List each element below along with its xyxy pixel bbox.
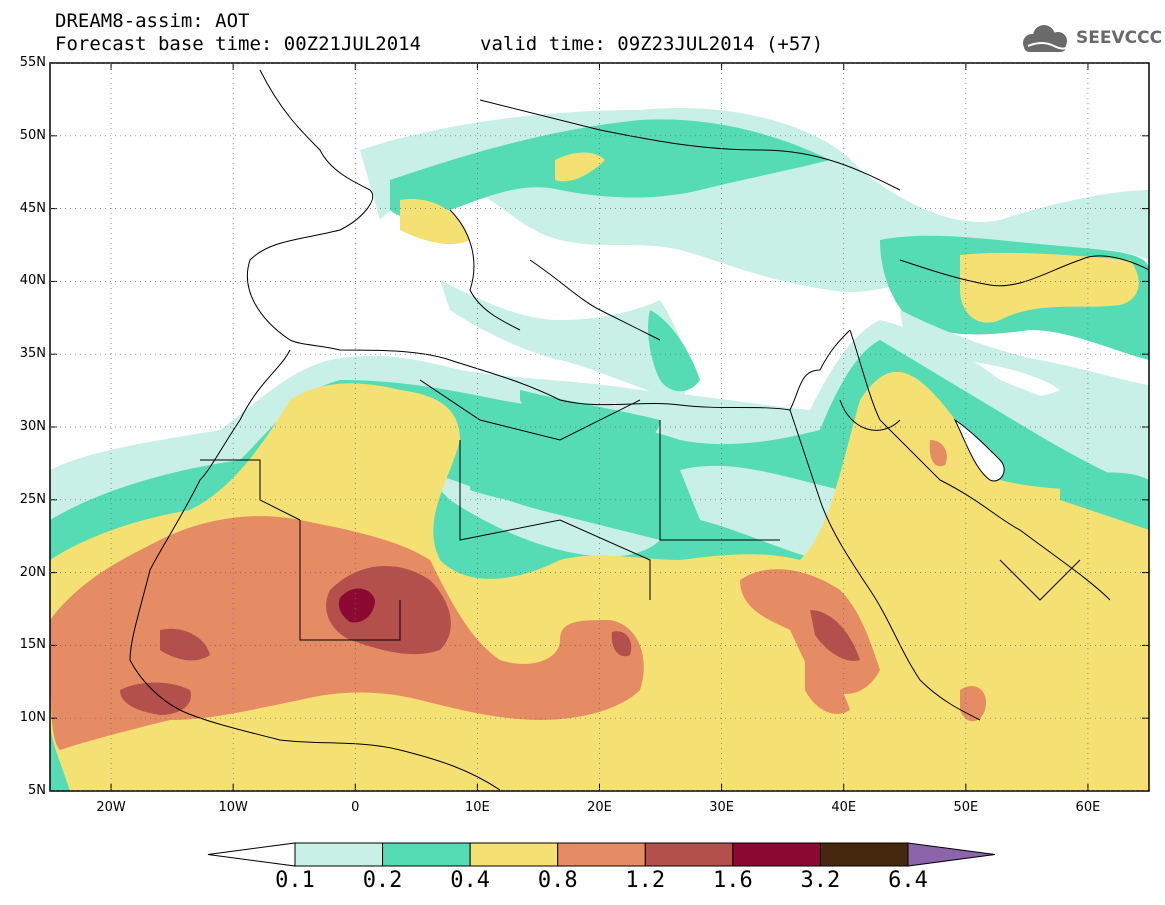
- colorbar-segment: [819, 842, 909, 867]
- lat-label: 30N: [19, 419, 46, 434]
- logo-text: SEEVCCC: [1076, 28, 1163, 48]
- lon-label: 10W: [218, 800, 248, 815]
- colorbar-segment: [557, 842, 646, 867]
- lon-label: 40E: [831, 800, 857, 815]
- lon-label: 20E: [587, 800, 612, 815]
- colorbar-segment: [294, 842, 384, 867]
- lat-label: 15N: [19, 637, 46, 653]
- colorbar-segment: [469, 842, 559, 867]
- colorbar-segment: [382, 842, 471, 867]
- lat-label: 55N: [19, 55, 46, 70]
- colorbar-segment: [644, 842, 734, 867]
- lon-label: 10E: [464, 800, 490, 815]
- colorbar-label: 0.2: [362, 868, 403, 893]
- colorbar-segment: [207, 842, 296, 867]
- lat-label: 25N: [19, 491, 46, 507]
- colorbar: [207, 842, 996, 867]
- colorbar-segment: [907, 842, 996, 867]
- lat-label: 45N: [19, 200, 46, 216]
- lon-label: 20W: [96, 800, 126, 815]
- colorbar-label: 1.2: [625, 868, 666, 893]
- lon-label: 50E: [953, 800, 979, 815]
- lon-label: 0: [351, 800, 360, 815]
- aot-field: [50, 63, 1149, 791]
- colorbar-label: 6.4: [888, 868, 928, 893]
- lat-label: 5N: [28, 783, 46, 798]
- forecast-base-time: Forecast base time: 00Z21JUL2014: [55, 33, 422, 55]
- lat-label: 10N: [19, 710, 46, 726]
- colorbar-label: 1.6: [712, 868, 753, 893]
- colorbar-label: 3.2: [800, 868, 841, 893]
- lon-label: 30E: [709, 800, 734, 815]
- colorbar-label: 0.4: [450, 868, 491, 893]
- cloud-icon: [1023, 25, 1071, 52]
- lon-label: 60E: [1075, 800, 1101, 815]
- chart-title: DREAM8-assim: AOT: [55, 10, 250, 32]
- lat-label: 20N: [19, 564, 46, 580]
- colorbar-label: 0.8: [537, 868, 578, 893]
- colorbar-label: 0.1: [275, 868, 315, 893]
- valid-time: valid time: 09Z23JUL2014 (+57): [480, 33, 824, 55]
- lat-label: 40N: [19, 273, 46, 289]
- lat-label: 35N: [19, 346, 46, 362]
- colorbar-segment: [732, 842, 821, 867]
- lat-label: 50N: [19, 127, 46, 143]
